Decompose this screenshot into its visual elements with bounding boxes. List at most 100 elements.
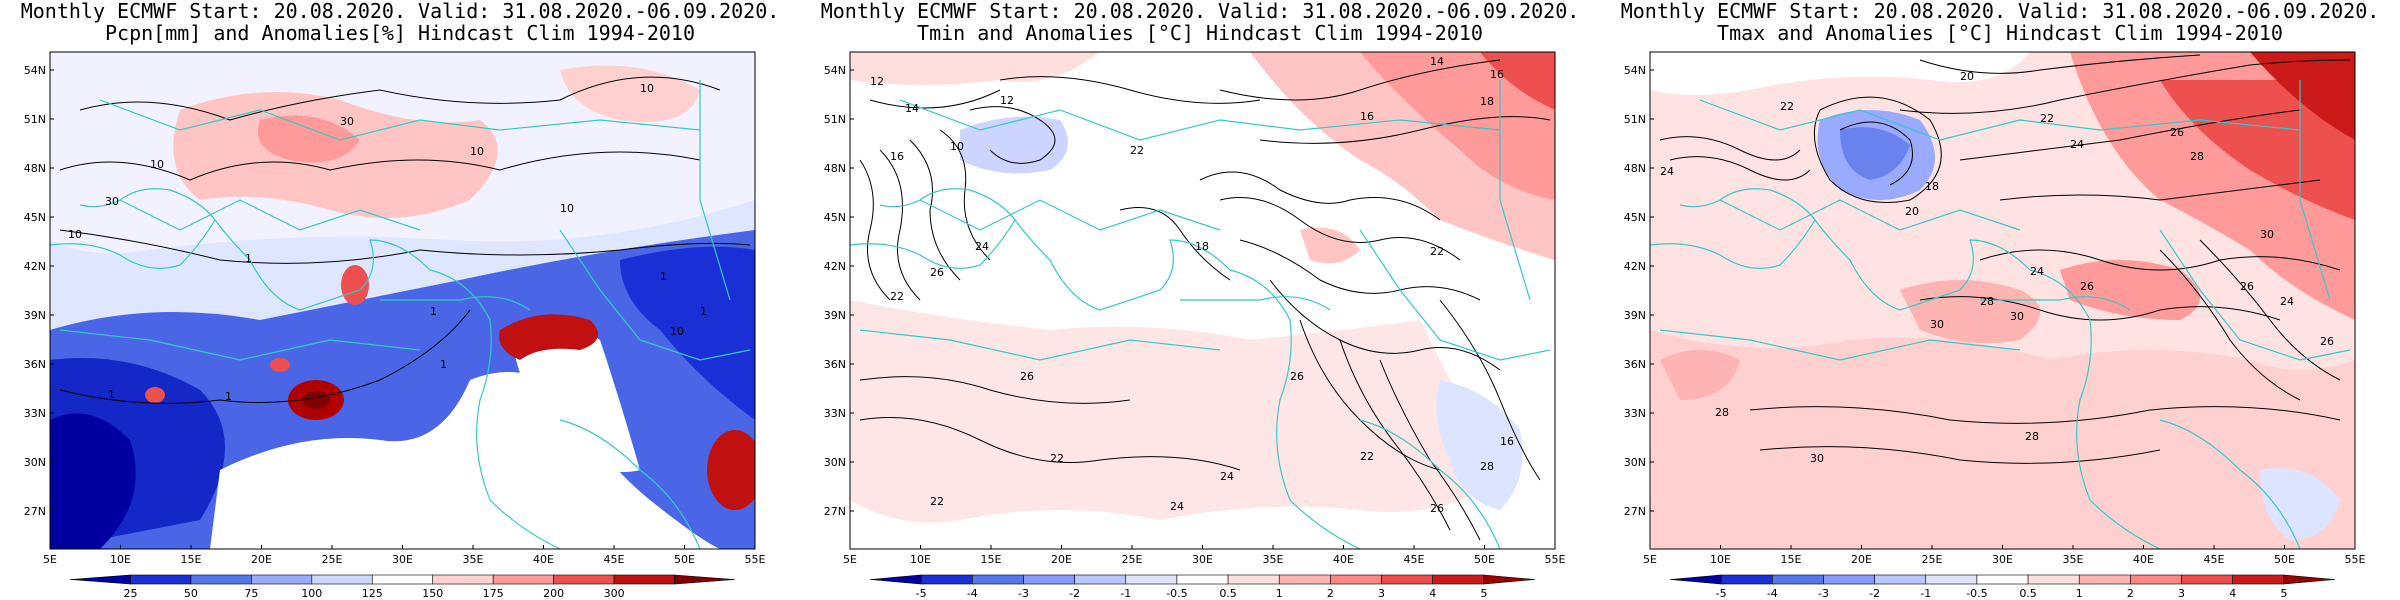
- colorbar-label: 100: [301, 587, 322, 600]
- lat-tick-label: 42N: [24, 260, 46, 273]
- contour-label: 24: [2280, 295, 2294, 308]
- lon-tick-label: 35E: [2063, 553, 2084, 566]
- lat-tick-label: 51N: [824, 113, 846, 126]
- contour-label: 28: [1715, 406, 1729, 419]
- lon-tick-label: 25E: [1922, 553, 1943, 566]
- contour-label: 20: [1905, 205, 1919, 218]
- lon-tick-label: 40E: [1333, 553, 1354, 566]
- contour-label: 14: [905, 102, 919, 115]
- colorbar-segment: [2181, 574, 2233, 585]
- colorbar-label: -5: [916, 587, 927, 600]
- lat-tick-label: 48N: [24, 162, 46, 175]
- colorbar-label: 150: [422, 587, 443, 600]
- lat-tick-label: 42N: [1624, 260, 1646, 273]
- colorbar-label: 125: [362, 587, 383, 600]
- lat-tick-label: 39N: [824, 309, 846, 322]
- contour-label: 14: [1430, 55, 1444, 68]
- colorbar-label: -3: [1818, 587, 1829, 600]
- colorbar-label: 1: [2076, 587, 2083, 600]
- lat-tick-label: 36N: [824, 358, 846, 371]
- lon-tick-label: 35E: [463, 553, 484, 566]
- lon-tick-label: 35E: [1263, 553, 1284, 566]
- lon-tick-label: 55E: [1545, 553, 1566, 566]
- panel-subtitle: Pcpn[mm] and Anomalies[%] Hindcast Clim …: [104, 21, 695, 45]
- contour-label: 10: [640, 82, 654, 95]
- colorbar-segment: [1483, 574, 1536, 585]
- contour-label: 1: [225, 390, 232, 403]
- lon-tick-label: 55E: [2345, 553, 2366, 566]
- lon-tick-label: 40E: [533, 553, 554, 566]
- lon-tick-label: 25E: [322, 553, 343, 566]
- contour-label: 18: [1925, 180, 1939, 193]
- colorbar-segment: [2078, 574, 2131, 585]
- colorbar-label: 200: [543, 587, 564, 600]
- lat-tick-label: 33N: [824, 407, 846, 420]
- lat-tick-label: 39N: [1624, 309, 1646, 322]
- lat-tick-label: 48N: [824, 162, 846, 175]
- colorbar-segment: [1278, 574, 1331, 585]
- colorbar-segment: [1720, 574, 1773, 585]
- colorbar-segment: [190, 574, 252, 585]
- lon-tick-label: 10E: [1710, 553, 1731, 566]
- colorbar-segment: [1925, 574, 1978, 585]
- lat-tick-label: 30N: [1624, 456, 1646, 469]
- lon-tick-label: 30E: [1192, 553, 1213, 566]
- contour-label: 24: [2070, 138, 2084, 151]
- lat-tick-label: 27N: [24, 505, 46, 518]
- lon-tick-label: 45E: [604, 553, 625, 566]
- contour-label: 12: [1000, 94, 1014, 107]
- colorbar-label: -2: [1869, 587, 1880, 600]
- colorbar-segment: [553, 574, 615, 585]
- lat-tick-label: 54N: [1624, 64, 1646, 77]
- lon-tick-label: 50E: [1474, 553, 1495, 566]
- contour-label: 16: [890, 150, 904, 163]
- contour-label: 10: [950, 140, 964, 153]
- colorbar-label: 0.5: [1219, 587, 1237, 600]
- lat-tick-label: 54N: [824, 64, 846, 77]
- lon-tick-label: 15E: [981, 553, 1002, 566]
- tmin-panel: Monthly ECMWF Start: 20.08.2020. Valid: …: [800, 0, 1600, 600]
- lat-tick-label: 27N: [1624, 505, 1646, 518]
- contour-label: 1: [700, 305, 707, 318]
- lon-tick-label: 55E: [745, 553, 766, 566]
- colorbar-segment: [432, 574, 494, 585]
- contour-label: 22: [1360, 450, 1374, 463]
- lon-tick-label: 45E: [2204, 553, 2225, 566]
- contour-label: 20: [1960, 70, 1974, 83]
- contour-label: 26: [2320, 335, 2334, 348]
- lon-tick-label: 50E: [674, 553, 695, 566]
- colorbar-label: -0.5: [1966, 587, 1987, 600]
- contour-label: 26: [2170, 126, 2184, 139]
- colorbar-segment: [1330, 574, 1382, 585]
- colorbar-label: -1: [1920, 587, 1931, 600]
- contour-label: 16: [1500, 435, 1514, 448]
- colorbar-segment: [1176, 574, 1229, 585]
- colorbar-label: 175: [483, 587, 504, 600]
- colorbar-segment: [371, 574, 434, 585]
- lat-tick-label: 30N: [824, 456, 846, 469]
- contour-label: 26: [1290, 370, 1304, 383]
- lat-tick-label: 33N: [1624, 407, 1646, 420]
- contour-label: 16: [1360, 110, 1374, 123]
- lon-tick-label: 20E: [1051, 553, 1072, 566]
- colorbar-segment: [1976, 574, 2029, 585]
- panel-title: Monthly ECMWF Start: 20.08.2020. Valid: …: [1620, 0, 2380, 23]
- colorbar-label: -4: [1767, 587, 1778, 600]
- contour-label: 30: [105, 195, 119, 208]
- colorbar-label: 300: [604, 587, 625, 600]
- contour-label: 10: [150, 158, 164, 171]
- tmin-map: 14 16 18 12 14 16 10 12 16 22 24 26 22 2…: [824, 51, 1566, 600]
- colorbar-segment: [311, 574, 373, 585]
- colorbar-segment: [2130, 574, 2182, 585]
- contour-label: 24: [1170, 500, 1184, 513]
- colorbar-segment: [1227, 574, 1280, 585]
- contour-label: 28: [2190, 150, 2204, 163]
- lon-tick-label: 15E: [181, 553, 202, 566]
- panel-subtitle: Tmin and Anomalies [°C] Hindcast Clim 19…: [917, 21, 1483, 45]
- colorbar-segment: [1432, 574, 1485, 585]
- colorbar-segment: [130, 574, 192, 585]
- colorbar-label: 25: [123, 587, 137, 600]
- contour-label: 28: [2025, 430, 2039, 443]
- contour-label: 10: [470, 145, 484, 158]
- lon-tick-label: 45E: [1404, 553, 1425, 566]
